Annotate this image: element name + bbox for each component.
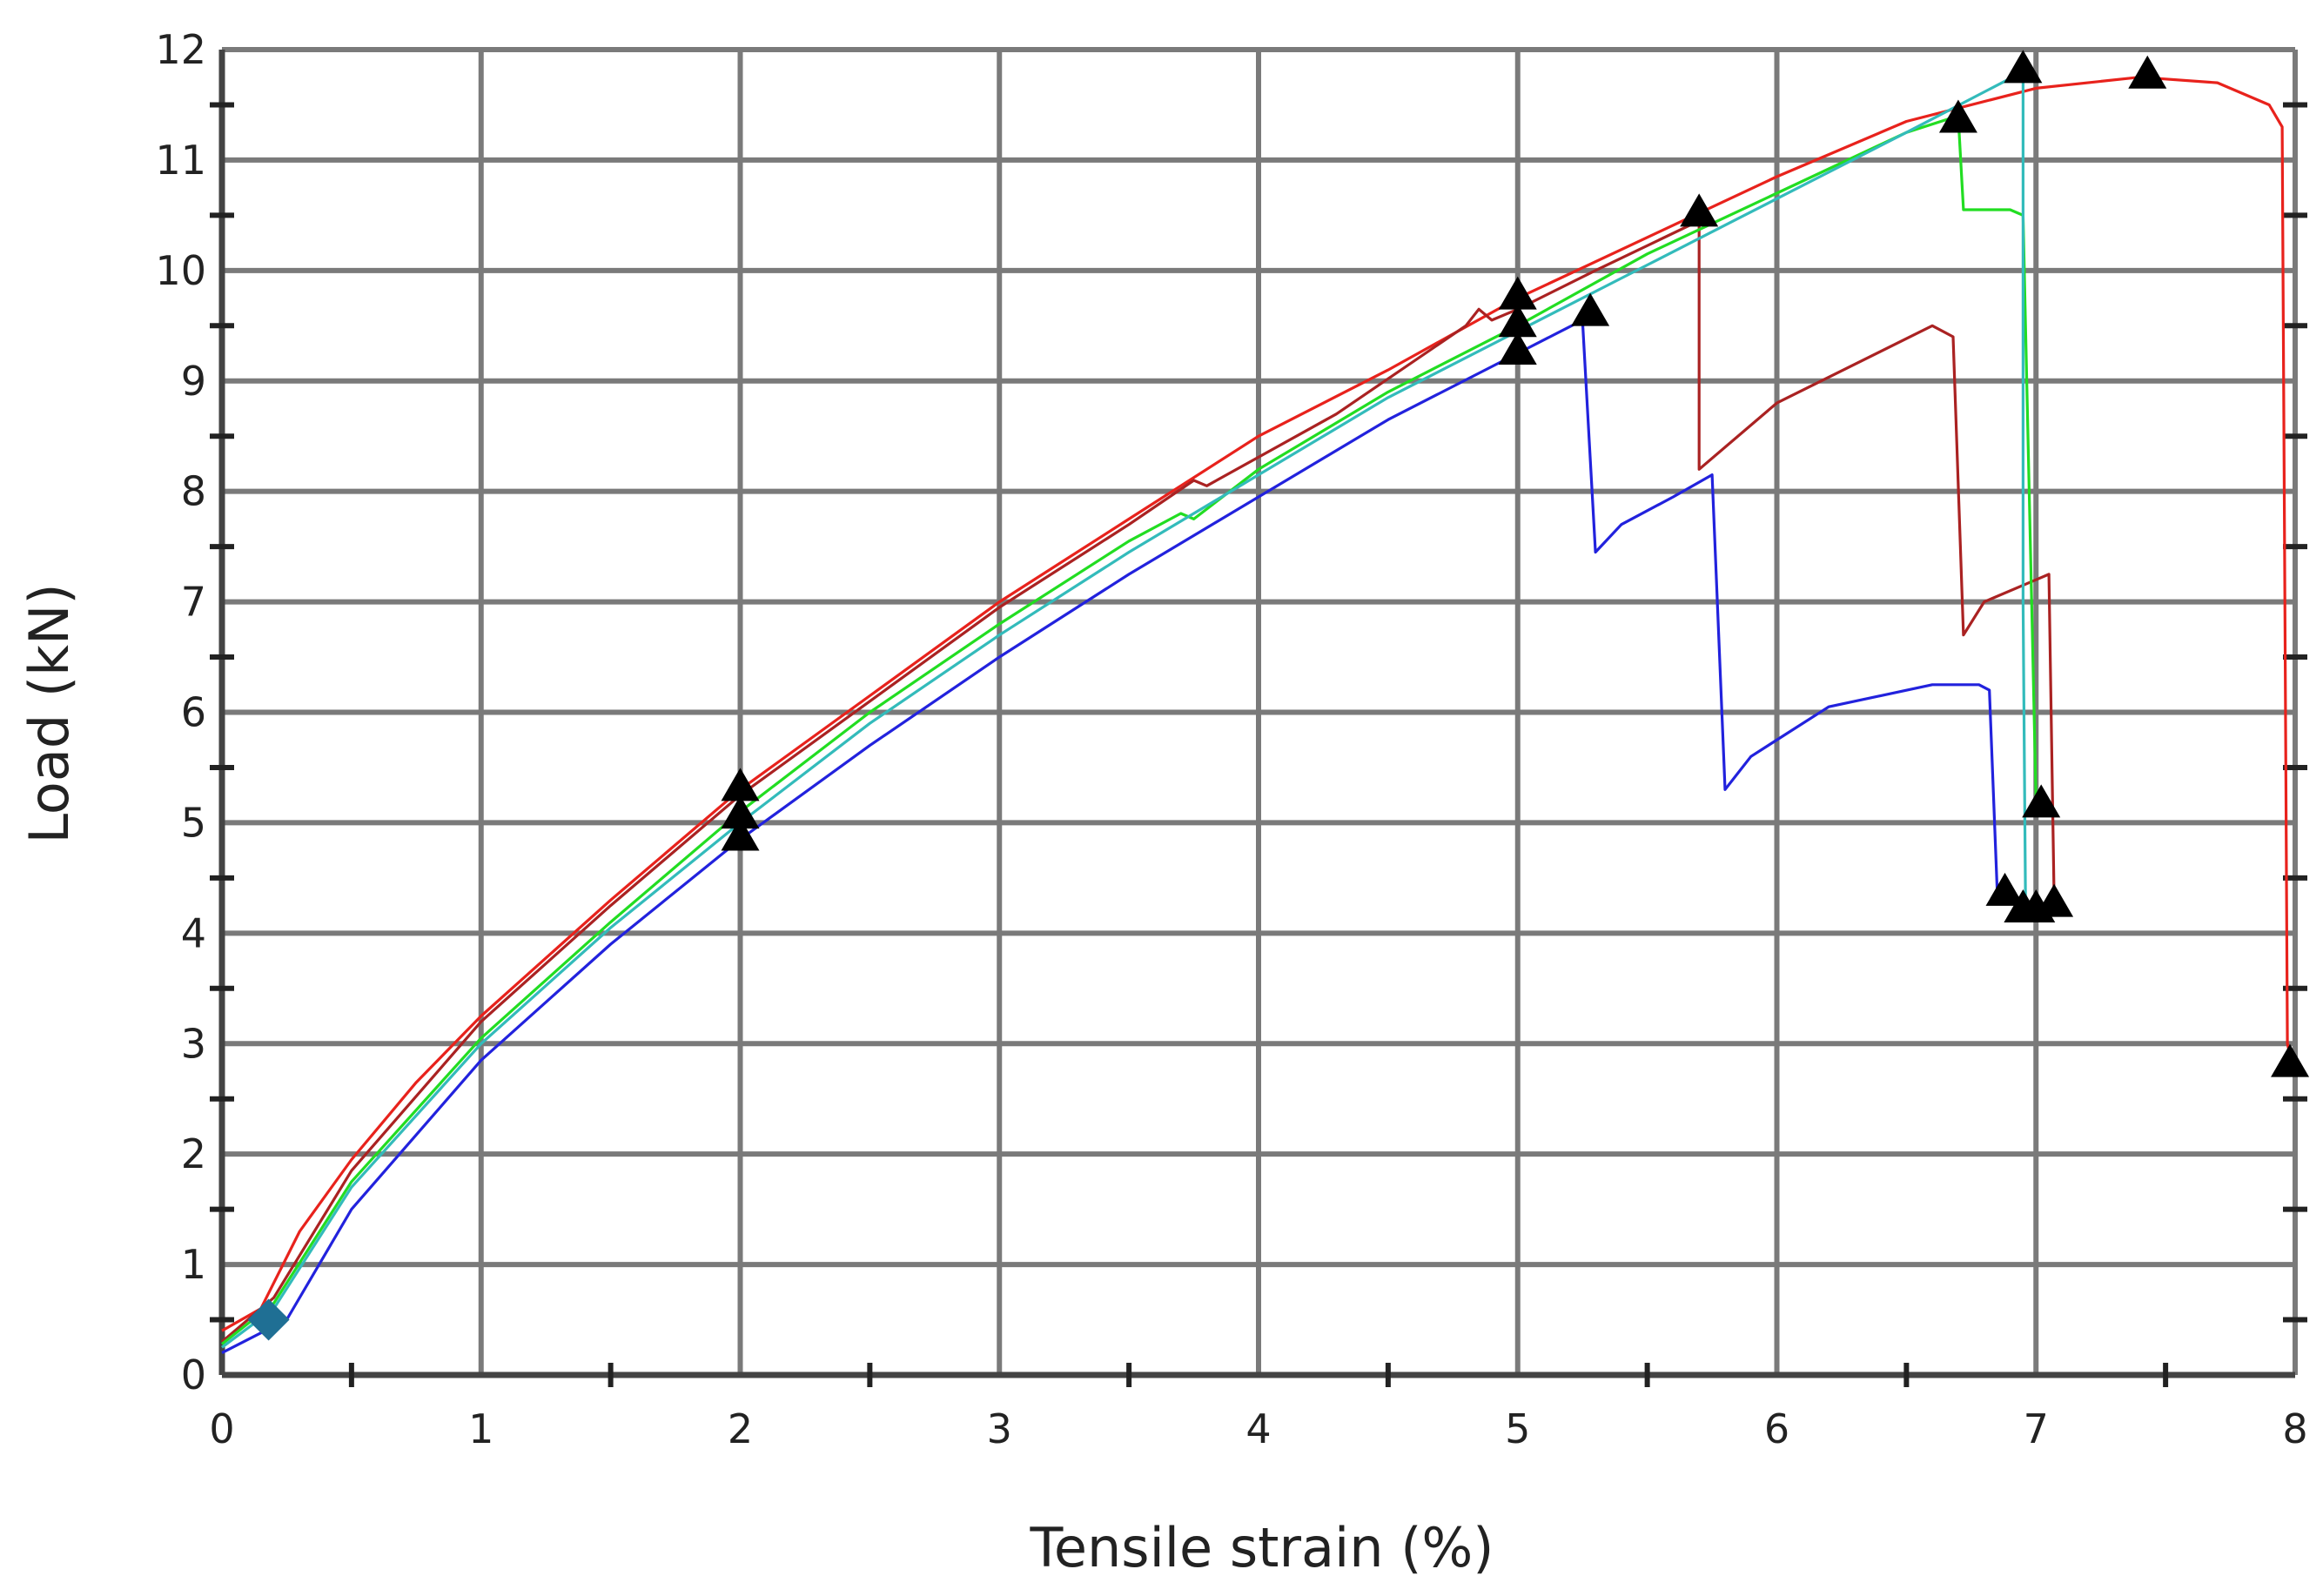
triangle-marker-17 [2271,1043,2310,1077]
y-tick-label-12: 12 [155,26,206,73]
y-tick-label-6: 6 [181,689,206,736]
series-line-1 [221,76,2292,1332]
triangle-marker-4 [1498,332,1537,365]
x-tick-label-0: 0 [209,1405,234,1452]
x-tick-label-1: 1 [468,1405,493,1452]
triangle-marker-8 [1680,193,1719,227]
y-tick-label-11: 11 [155,137,206,184]
x-tick-label-2: 2 [728,1405,753,1452]
y-tick-label-10: 10 [155,247,206,294]
data-markers [247,50,2310,1341]
x-tick-label-8: 8 [2282,1405,2307,1452]
series-line-2 [220,219,2056,1344]
x-tick-label-7: 7 [2024,1405,2049,1452]
triangle-marker-16 [2035,883,2074,917]
data-series [220,70,2292,1355]
triangle-marker-1 [721,817,760,851]
x-axis-title: Tensile strain (%) [1030,1516,1494,1579]
y-tick-label-2: 2 [181,1130,206,1177]
y-axis-title: Load (kN) [17,583,81,843]
triangle-marker-10 [2004,50,2043,84]
triangle-marker-3 [721,768,760,801]
y-tick-label-7: 7 [181,579,206,626]
triangle-marker-12 [1985,872,2024,906]
y-tick-label-4: 4 [181,909,206,956]
y-tick-label-0: 0 [181,1351,206,1398]
y-tick-label-8: 8 [181,468,206,515]
x-tick-label-3: 3 [987,1405,1012,1452]
minor-ticks [210,102,2307,1387]
y-tick-label-5: 5 [181,799,206,846]
series-line-5 [221,319,1999,1355]
diamond-marker-1 [247,1298,290,1341]
triangle-marker-6 [1498,276,1537,310]
y-tick-label-9: 9 [181,358,206,405]
x-tick-label-4: 4 [1245,1405,1271,1452]
triangle-marker-7 [1571,292,1610,326]
triangle-marker-9 [1938,99,1977,133]
x-tick-label-5: 5 [1505,1405,1530,1452]
triangle-marker-11 [2128,55,2167,89]
y-tick-label-3: 3 [181,1020,206,1067]
series-line-4 [221,70,2027,1349]
triangle-marker-2 [721,795,760,829]
y-tick-label-1: 1 [181,1241,206,1288]
triangle-marker-5 [1498,304,1537,338]
gridlines [218,47,2298,1378]
triangle-marker-15 [2022,784,2061,818]
x-tick-label-6: 6 [1764,1405,1789,1452]
